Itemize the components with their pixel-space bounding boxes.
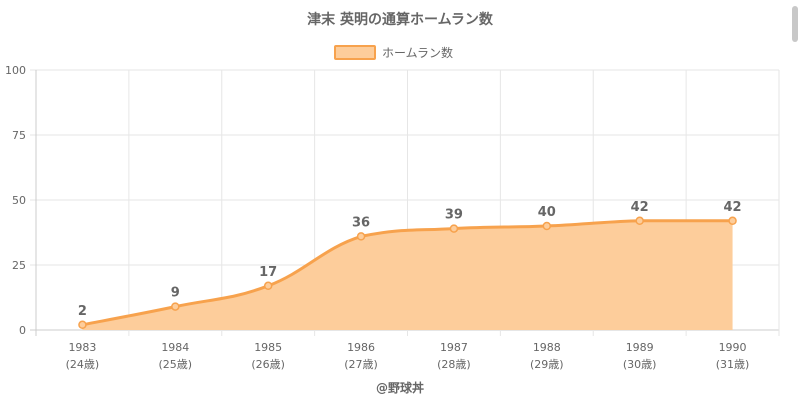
y-axis: 0 25 50 75 100 [5, 64, 26, 337]
data-point[interactable] [263, 281, 273, 291]
x-tick-age: (27歳) [344, 358, 378, 371]
y-tick-label: 100 [5, 64, 26, 77]
x-tick-age: (26歳) [251, 358, 285, 371]
x-tick-age: (24歳) [66, 358, 100, 371]
chart-title: 津末 英明の通算ホームラン数 [307, 11, 494, 28]
x-tick-year: 1985 [254, 341, 282, 354]
legend-swatch [334, 45, 376, 60]
x-tick-year: 1990 [719, 341, 747, 354]
x-tick-age: (28歳) [437, 358, 471, 371]
data-label: 40 [538, 205, 556, 220]
data-label: 9 [171, 286, 180, 301]
x-tick-year: 1989 [626, 341, 654, 354]
data-point[interactable] [542, 221, 552, 231]
legend[interactable]: ホームラン数 [334, 45, 453, 60]
x-tick-year: 1983 [68, 341, 96, 354]
x-tick-age: (29歳) [530, 358, 564, 371]
data-label: 36 [352, 215, 370, 230]
x-tick-year: 1988 [533, 341, 561, 354]
y-tick-label: 0 [19, 324, 26, 337]
y-tick-label: 75 [12, 129, 26, 142]
x-tick-age: (25歳) [159, 358, 193, 371]
x-tick-year: 1984 [161, 341, 189, 354]
grid [30, 69, 780, 336]
series-line [82, 219, 733, 327]
x-tick-age: (30歳) [623, 358, 657, 371]
series-area [82, 220, 733, 330]
data-point[interactable] [728, 216, 737, 226]
data-point[interactable] [449, 224, 459, 233]
data-point[interactable] [171, 302, 180, 311]
y-tick-label: 50 [12, 194, 26, 207]
x-axis: 1983 (24歳) 1984 (25歳) 1985 (26歳) 1986 (27歳) 1987… [66, 341, 750, 371]
y-tick-label: 25 [12, 259, 26, 272]
data-point[interactable] [635, 216, 644, 226]
x-tick-year: 1986 [347, 341, 375, 354]
data-labels: 2 9 17 36 39 40 42 42 [78, 200, 742, 319]
scrollbar-thumb[interactable] [792, 6, 798, 42]
legend-label: ホームラン数 [382, 45, 453, 60]
footer-credit: @野球丼 [376, 380, 424, 395]
data-label: 2 [78, 304, 87, 319]
x-tick-year: 1987 [440, 341, 468, 354]
data-label: 42 [724, 200, 742, 215]
data-point[interactable] [78, 320, 87, 330]
data-label: 39 [445, 208, 463, 223]
data-label: 17 [259, 265, 277, 280]
series-homeruns [78, 216, 737, 330]
x-tick-age: (31歳) [716, 358, 750, 371]
data-point[interactable] [356, 232, 366, 241]
data-label: 42 [631, 200, 649, 215]
